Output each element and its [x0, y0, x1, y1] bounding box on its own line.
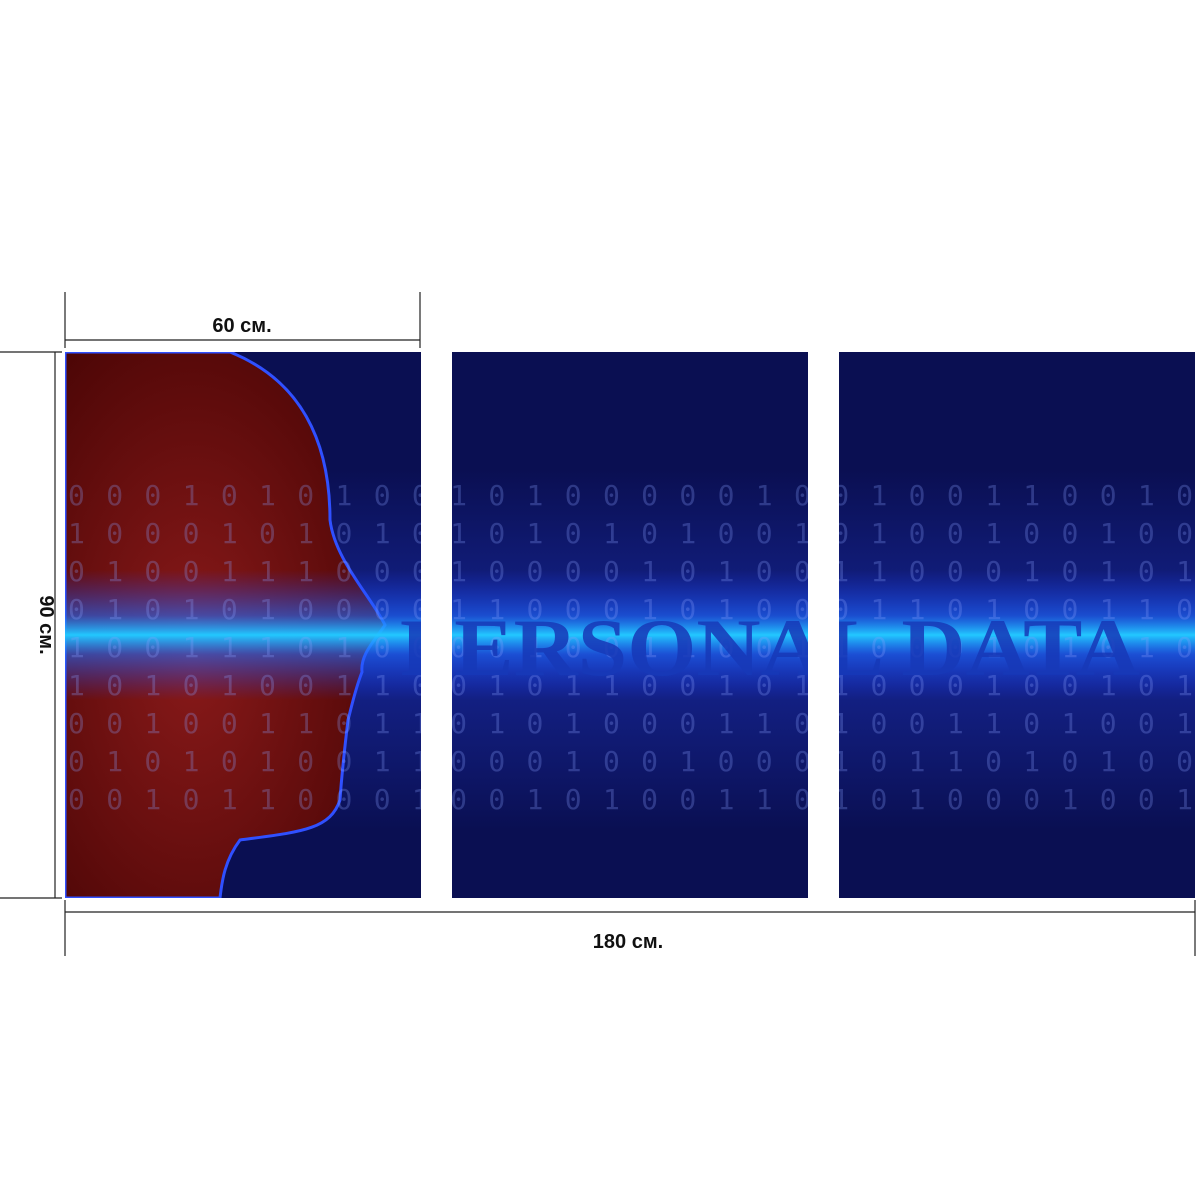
height-label: 90 см.: [35, 595, 57, 654]
panel-width-label: 60 см.: [212, 315, 271, 337]
artwork: 0001010100101000001001001100101000101010…: [65, 352, 1195, 898]
artwork-title: PERSONAL DATA: [400, 602, 1140, 693]
total-width-label: 180 см.: [593, 931, 663, 953]
